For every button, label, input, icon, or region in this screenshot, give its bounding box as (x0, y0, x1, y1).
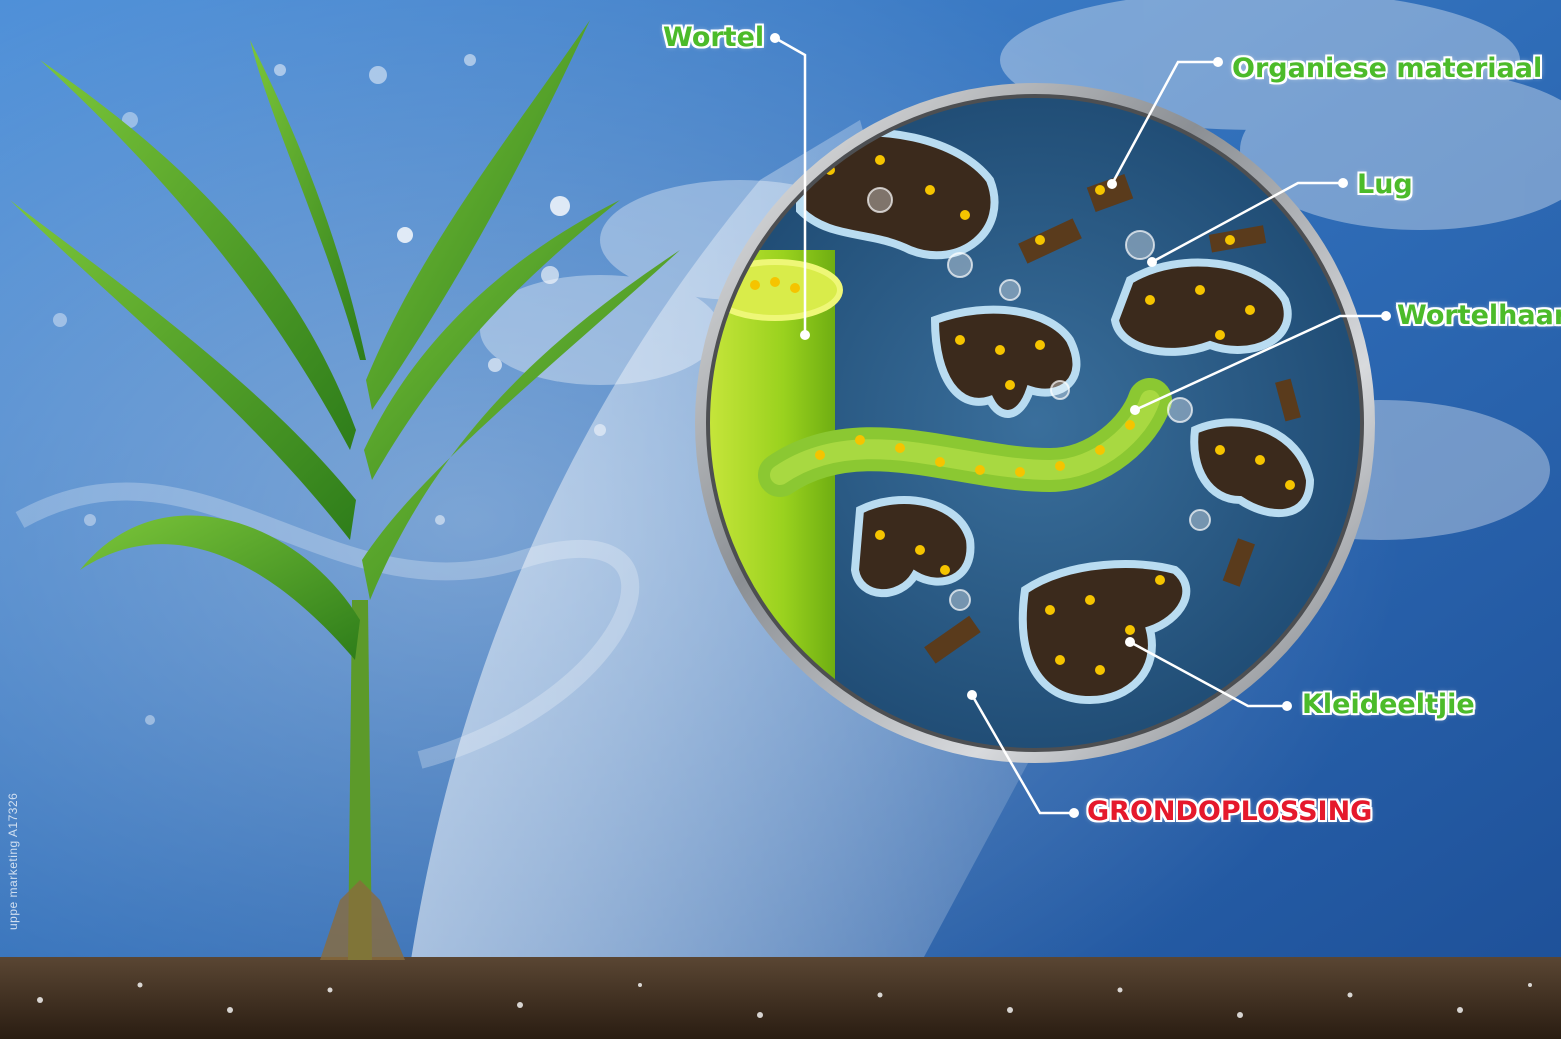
label-lug: Lug (1357, 169, 1413, 200)
corn-plant (10, 20, 680, 960)
credit-text: uppe marketing A17326 (6, 792, 20, 930)
label-organiese-materiaal: Organiese materiaal (1232, 53, 1543, 84)
label-grondoplossing: GRONDOPLOSSING (1087, 796, 1373, 827)
label-wortel: Wortel (663, 22, 765, 53)
label-wortelhaar: Wortelhaar (1397, 300, 1561, 331)
label-kleideeltjie: Kleideeltjie (1302, 689, 1475, 720)
